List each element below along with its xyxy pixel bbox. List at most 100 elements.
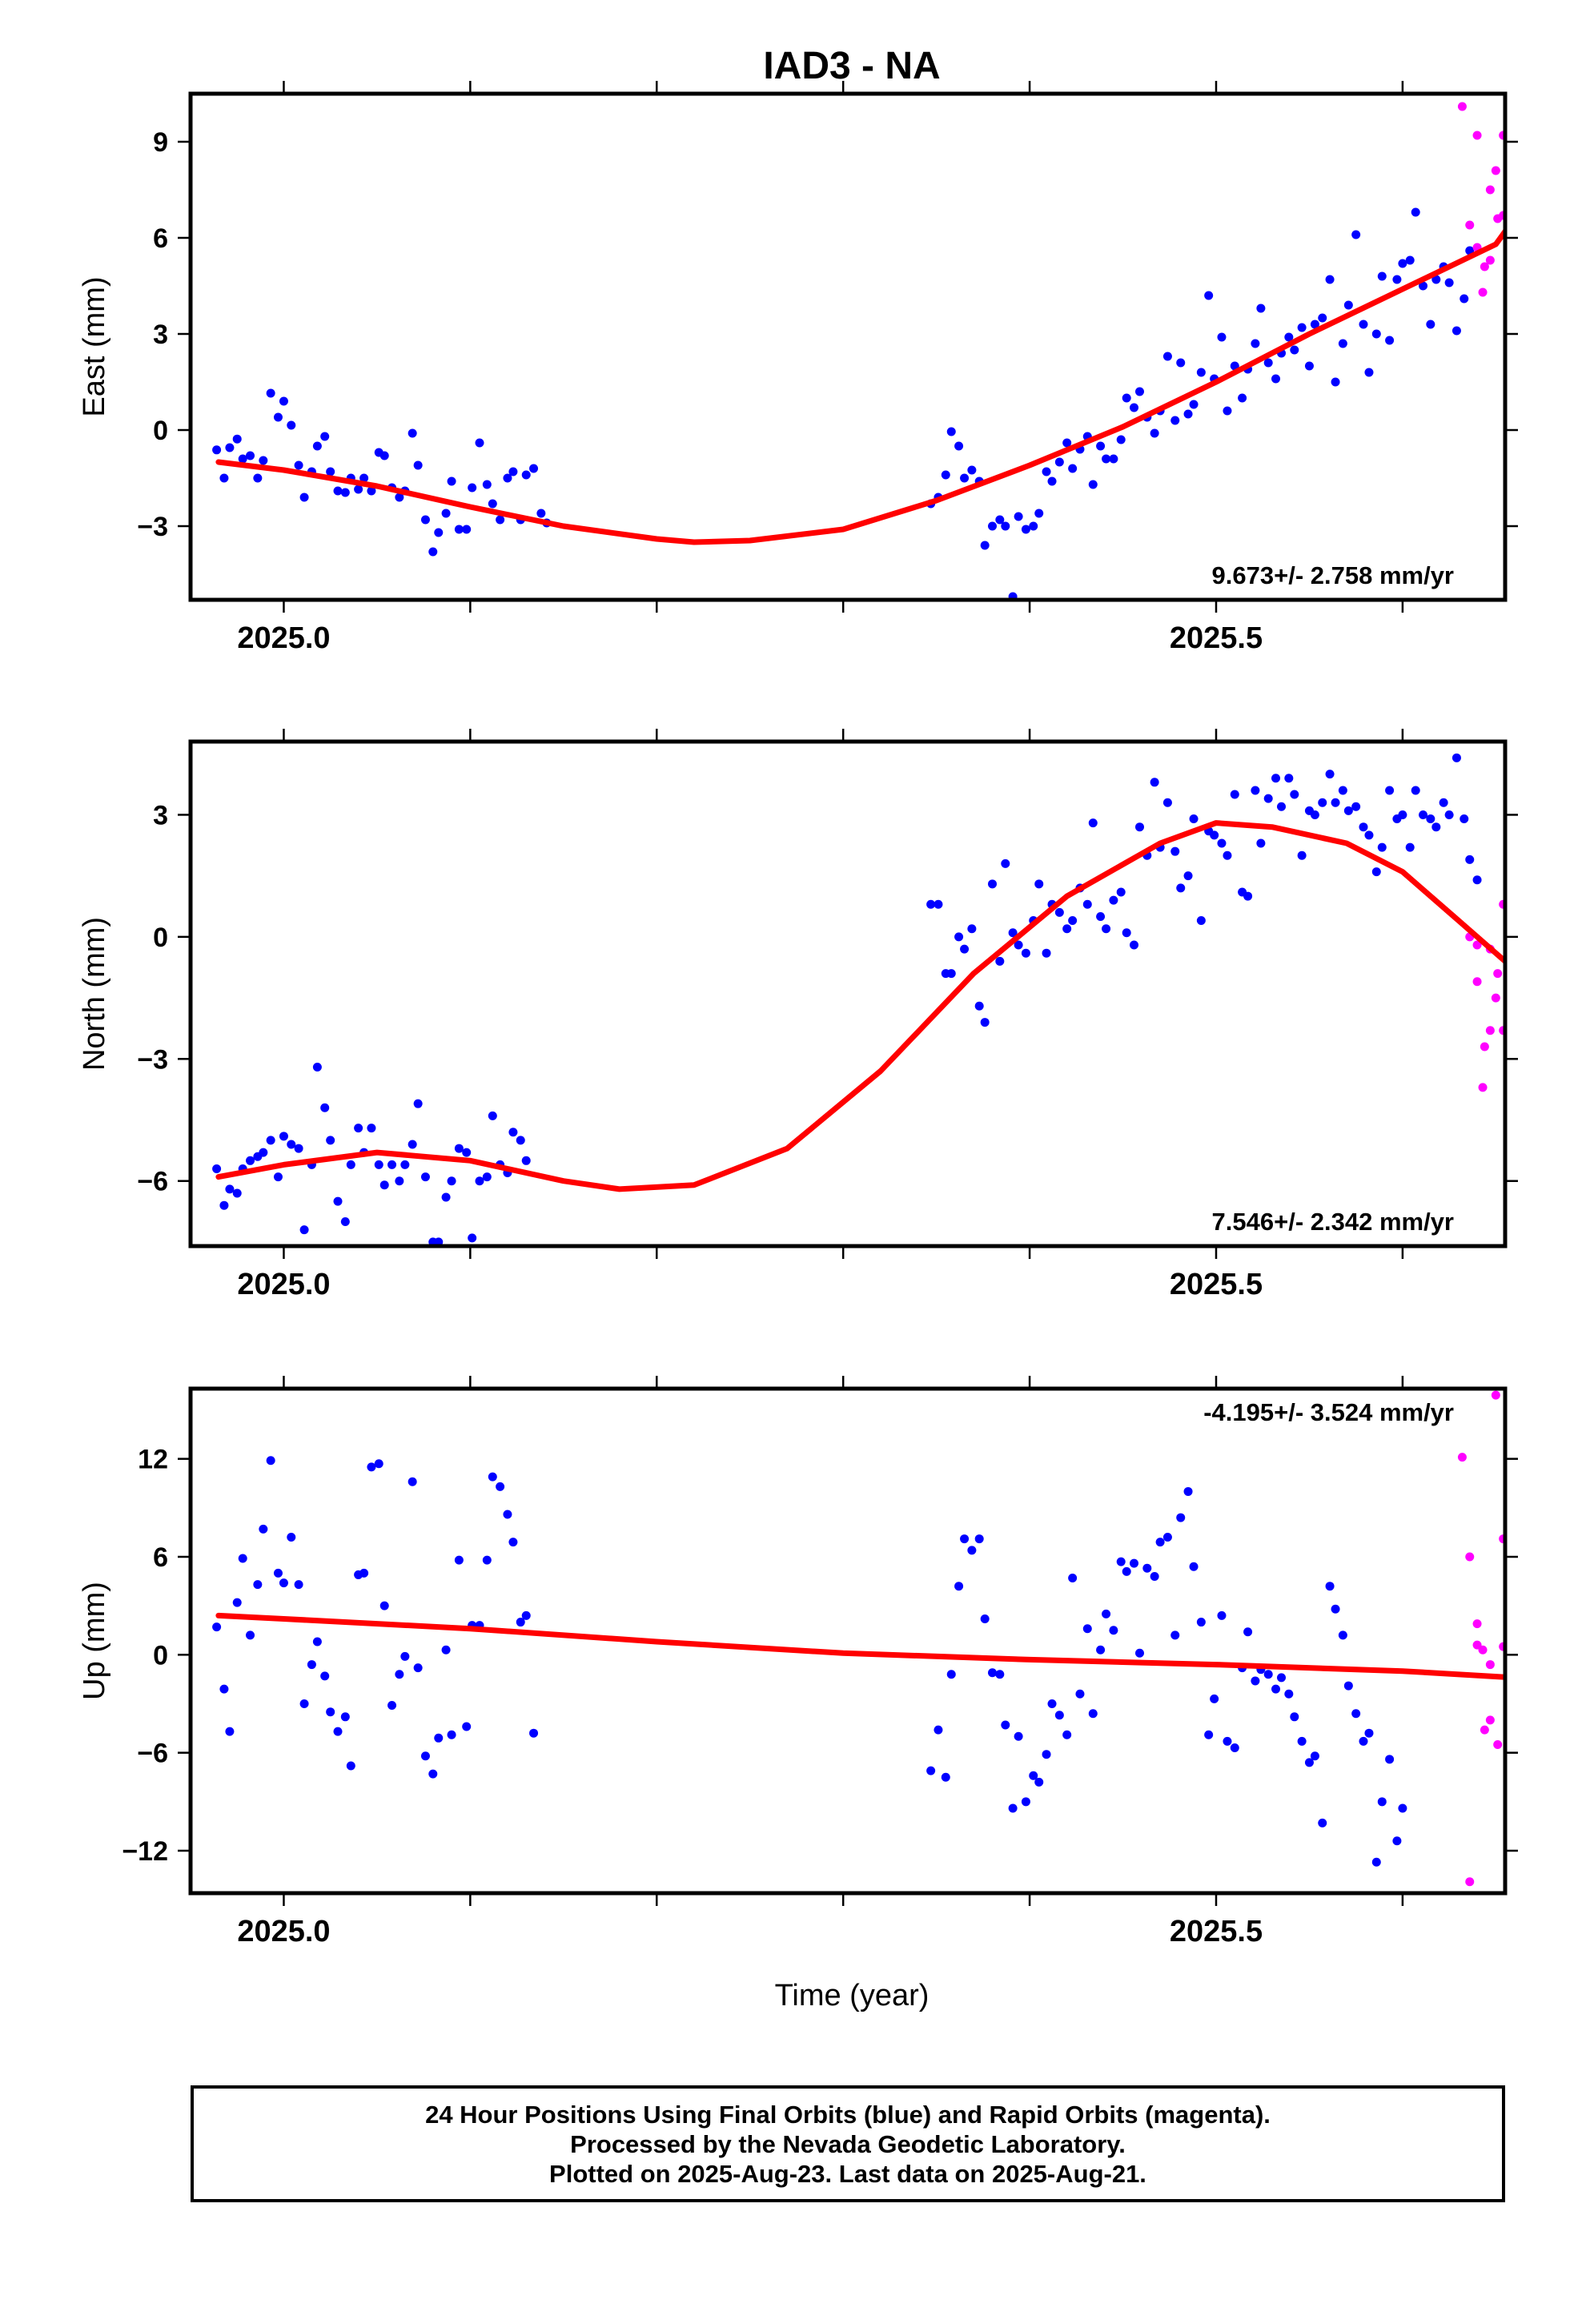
up-final-orbit-point (1034, 1777, 1044, 1787)
up-final-orbit-point (359, 1568, 369, 1578)
up-final-orbit-point (379, 1601, 389, 1610)
east-final-orbit-point (413, 460, 423, 470)
north-final-orbit-point (1364, 830, 1374, 840)
up-final-orbit-point (529, 1728, 539, 1738)
north-final-orbit-point (1290, 790, 1299, 799)
east-final-orbit-point (1130, 403, 1139, 412)
north-rapid-orbit-point (1493, 969, 1503, 979)
up-xtick-label: 2025.0 (237, 1915, 330, 1948)
up-final-orbit-point (400, 1651, 410, 1661)
up-final-orbit-point (346, 1761, 355, 1771)
east-final-orbit-point (1014, 512, 1023, 521)
north-rate-label: 7.546+/- 2.342 mm/yr (1212, 1208, 1454, 1236)
up-frame (188, 1386, 1508, 1896)
up-final-orbit-point (232, 1598, 242, 1607)
east-final-orbit-point (1310, 320, 1319, 329)
north-final-orbit-point (974, 1001, 984, 1011)
north-final-orbit-point (1284, 774, 1294, 783)
east-final-orbit-point (1297, 323, 1307, 332)
north-final-orbit-point (1034, 879, 1044, 889)
up-final-orbit-point (946, 1670, 956, 1679)
up-rapid-orbit-point (1493, 1739, 1503, 1749)
north-final-orbit-point (1444, 810, 1454, 819)
north-final-orbit-point (1102, 924, 1111, 934)
east-final-orbit-point (1364, 368, 1374, 377)
north-final-orbit-point (980, 1018, 990, 1027)
up-final-orbit-point (1196, 1618, 1206, 1627)
up-final-orbit-point (1277, 1673, 1287, 1683)
up-final-orbit-point (1029, 1771, 1038, 1780)
north-final-orbit-point (1082, 899, 1092, 909)
up-final-orbit-point (434, 1733, 444, 1743)
north-final-orbit-point (1271, 774, 1281, 783)
east-final-orbit-point (294, 460, 303, 470)
east-final-orbit-point (941, 470, 950, 480)
east-final-orbit-point (1062, 438, 1072, 448)
up-final-orbit-point (420, 1751, 430, 1761)
up-final-orbit-point (1364, 1728, 1374, 1738)
up-ytick-label: 6 (153, 1542, 168, 1573)
north-frame (188, 739, 1508, 1248)
north-ytick-label: 3 (153, 800, 168, 830)
north-final-orbit-point (1325, 770, 1335, 779)
east-final-orbit-point (1284, 332, 1294, 342)
up-rapid-orbit-point (1457, 1453, 1467, 1462)
up-final-orbit-point (1318, 1818, 1327, 1827)
north-final-orbit-point (225, 1184, 235, 1194)
north-final-orbit-point (960, 944, 970, 954)
up-final-orbit-point (1082, 1624, 1092, 1634)
north-final-orbit-point (1460, 814, 1469, 824)
up-rapid-orbit-point (1480, 1725, 1489, 1735)
east-final-orbit-point (462, 525, 472, 534)
up-final-orbit-point (320, 1671, 330, 1681)
north-final-orbit-point (1223, 850, 1232, 860)
north-rapid-orbit-point (1491, 993, 1500, 1003)
east-final-orbit-point (395, 493, 404, 502)
east-final-orbit-point (1331, 377, 1340, 387)
north-final-orbit-point (521, 1156, 531, 1165)
north-final-orbit-point (1217, 838, 1227, 848)
north-final-orbit-point (1096, 911, 1106, 921)
east-final-orbit-point (1431, 275, 1441, 284)
up-data (212, 1390, 1505, 1887)
north-panel: −6 −3 0 3 2025.0 2025.5 North (mm) 7.546+/- 2.3… (78, 729, 1518, 1301)
east-final-orbit-point (468, 483, 477, 493)
east-final-orbit-point (326, 467, 335, 476)
east-final-orbit-point (1426, 320, 1435, 329)
north-rapid-orbit-point (1478, 1083, 1488, 1092)
north-final-orbit-point (454, 1144, 464, 1153)
north-final-orbit-point (232, 1188, 242, 1198)
north-final-orbit-point (1351, 802, 1361, 811)
east-final-orbit-point (967, 465, 977, 475)
up-final-orbit-point (1042, 1750, 1051, 1759)
up-final-orbit-point (1075, 1689, 1085, 1699)
up-final-orbit-point (1398, 1803, 1407, 1813)
north-final-orbit-point (1256, 838, 1266, 848)
north-final-orbit-point (395, 1176, 404, 1186)
east-final-orbit-point (496, 515, 505, 525)
north-final-orbit-point (1385, 786, 1395, 795)
up-rapid-orbit-point (1472, 1619, 1482, 1629)
east-final-orbit-point (1263, 358, 1273, 368)
north-rapid-orbit-point (1485, 1026, 1495, 1035)
east-final-orbit-point (1444, 278, 1454, 287)
up-final-orbit-point (1189, 1562, 1199, 1571)
up-final-orbit-point (1155, 1538, 1165, 1547)
north-final-orbit-point (420, 1172, 430, 1182)
east-final-orbit-point (225, 443, 235, 452)
up-final-orbit-point (503, 1510, 512, 1519)
up-final-orbit-point (312, 1637, 322, 1647)
up-final-orbit-point (1150, 1571, 1159, 1581)
east-y-axis-label: East (mm) (78, 276, 111, 416)
up-final-orbit-point (1142, 1563, 1152, 1573)
east-final-orbit-point (1122, 393, 1131, 403)
up-ytick-label: −12 (122, 1836, 168, 1867)
north-final-orbit-point (1068, 916, 1078, 926)
east-final-orbit-point (521, 470, 531, 480)
north-final-orbit-point (1183, 871, 1193, 881)
north-rapid-orbit-point (1472, 977, 1482, 987)
east-final-orbit-point (960, 473, 970, 483)
east-final-orbit-point (299, 493, 309, 502)
east-rate-label: 9.673+/- 2.758 mm/yr (1212, 561, 1454, 589)
north-final-orbit-point (1109, 895, 1118, 905)
